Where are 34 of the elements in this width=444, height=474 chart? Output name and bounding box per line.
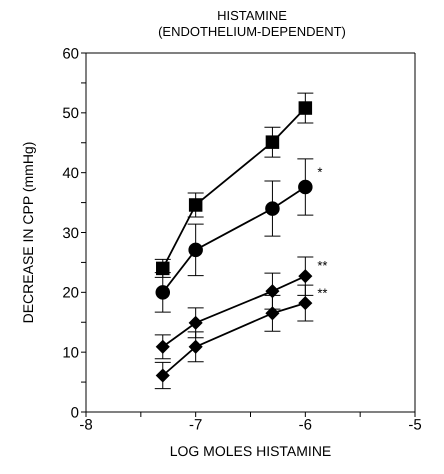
point xyxy=(188,198,202,212)
point xyxy=(265,201,280,216)
chart-subtitle: (ENDOTHELIUM-DEPENDENT) xyxy=(157,24,347,40)
chart-title: HISTAMINE xyxy=(216,8,288,24)
point xyxy=(298,269,312,283)
point xyxy=(266,284,280,298)
point xyxy=(188,242,203,258)
annotation: ** xyxy=(317,258,328,274)
x-tick-label: -7 xyxy=(188,416,202,434)
y-tick-label: 0 xyxy=(70,404,79,422)
point xyxy=(188,316,202,330)
x-axis-title: LOG MOLES HISTAMINE xyxy=(170,443,332,459)
point xyxy=(266,306,280,320)
y-tick-label: 60 xyxy=(62,45,79,62)
annotation: ** xyxy=(317,286,328,301)
point xyxy=(266,135,280,149)
y-tick-label: 20 xyxy=(62,284,79,302)
point xyxy=(156,262,170,276)
point xyxy=(298,180,313,194)
point xyxy=(298,296,312,310)
y-axis-title: DECREASE IN CPP (mmHg) xyxy=(20,142,36,324)
point xyxy=(298,101,312,115)
y-tick-label: 30 xyxy=(62,224,79,242)
x-tick-label: -8 xyxy=(79,416,93,434)
y-tick-label: 10 xyxy=(62,344,79,362)
y-tick-label: 40 xyxy=(62,164,79,182)
point xyxy=(156,368,170,382)
x-tick-label: -5 xyxy=(408,416,422,434)
x-tick-label: -6 xyxy=(298,416,312,434)
annotation: * xyxy=(317,164,322,180)
point xyxy=(156,340,170,354)
point xyxy=(156,285,170,300)
y-tick-label: 50 xyxy=(62,105,79,122)
point xyxy=(188,340,202,354)
